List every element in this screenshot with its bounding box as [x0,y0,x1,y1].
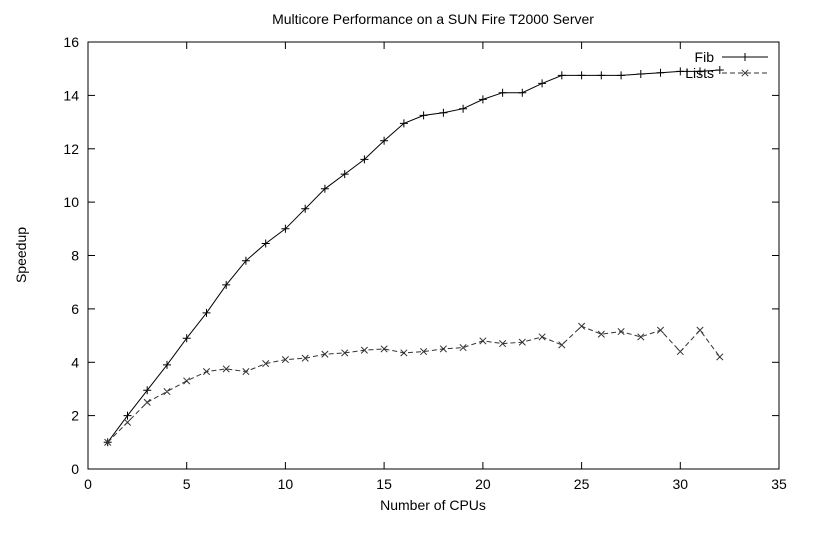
fib-markers [103,66,724,447]
x-tick-label: 15 [376,476,392,492]
y-tick-label: 12 [63,141,79,157]
x-tick-label: 10 [278,476,294,492]
y-tick-label: 2 [71,408,79,424]
axis-ticks: 0 5 10 15 20 25 30 35 0 2 4 6 8 10 12 14 16 [63,34,787,492]
x-tick-label: 5 [183,476,191,492]
y-tick-label: 0 [71,461,79,477]
y-tick-label: 16 [63,34,79,50]
fib-line [107,69,720,443]
plot-area [87,41,780,470]
y-tick-label: 14 [63,87,79,103]
y-tick-label: 6 [71,301,79,317]
x-tick-label: 35 [771,476,787,492]
legend-samples [722,53,768,77]
legend-marker-fib [741,53,749,61]
legend-marker-lists [741,69,749,77]
y-tick-label: 10 [63,194,79,210]
x-tick-label: 0 [84,476,92,492]
legend-label-lists: Lists [685,65,714,81]
x-tick-label: 25 [574,476,590,492]
legend-label-fib: Fib [695,49,715,65]
chart-title: Multicore Performance on a SUN Fire T200… [272,11,594,27]
y-tick-label: 4 [71,354,79,370]
x-tick-label: 30 [673,476,689,492]
x-axis-label: Number of CPUs [380,497,486,513]
lists-markers [104,322,724,446]
x-tick-label: 20 [475,476,491,492]
lists-line [107,325,721,443]
y-axis-label: Speedup [13,227,29,283]
data-series [103,66,724,447]
legend: Fib Lists [685,49,768,81]
y-tick-label: 8 [71,248,79,264]
